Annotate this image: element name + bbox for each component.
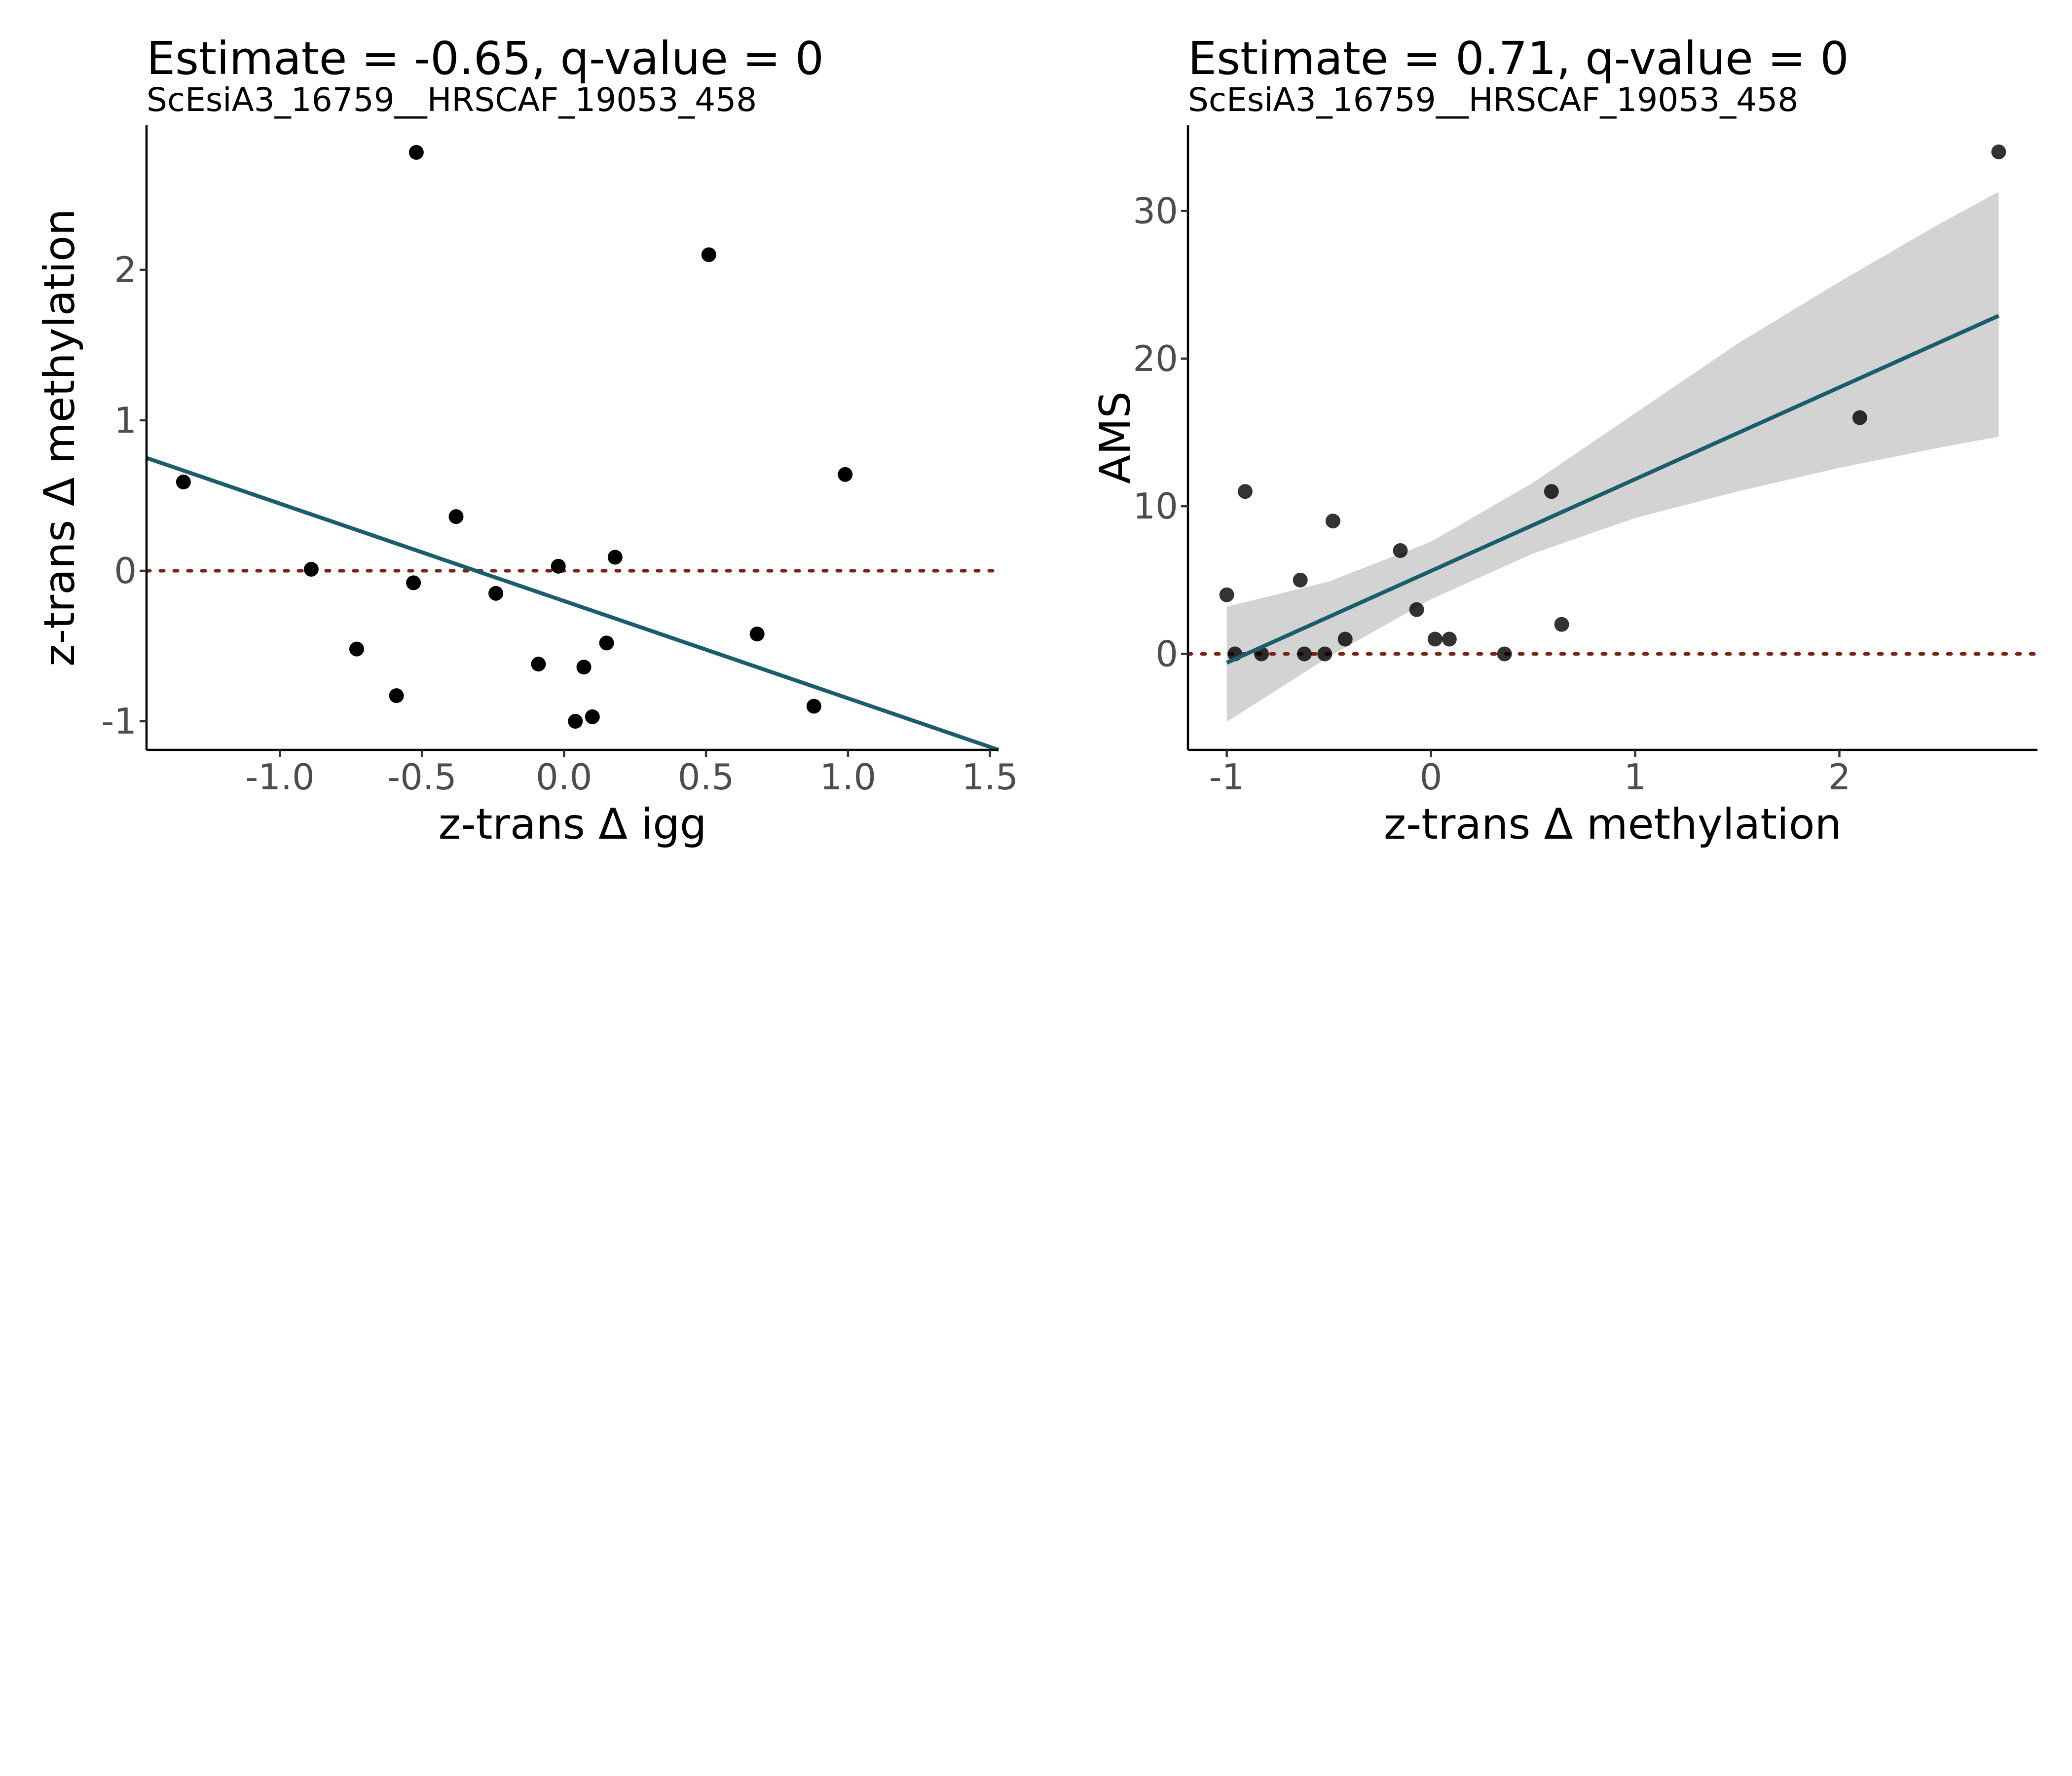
x-tick-label: -1.0 <box>245 756 314 798</box>
data-point <box>1544 484 1559 499</box>
fit-line <box>1226 314 1999 665</box>
data-point <box>531 657 546 672</box>
x-axis-title: z-trans Δ igg <box>439 800 707 849</box>
data-point <box>1237 484 1253 499</box>
data-point <box>406 575 421 591</box>
chart-subtitle: ScEsiA3_16759__HRSCAF_19053_458 <box>147 81 757 119</box>
data-point <box>1991 144 2006 159</box>
data-point <box>1393 543 1408 558</box>
x-tick-label: -1 <box>1209 756 1245 798</box>
x-tick-label: 2 <box>1828 756 1851 798</box>
confidence-band <box>1226 191 1999 722</box>
x-axis-title: z-trans Δ methylation <box>1384 800 1842 849</box>
y-tick-label: 1 <box>114 400 137 441</box>
data-point <box>568 714 583 729</box>
data-point <box>176 474 191 489</box>
data-point <box>607 550 623 565</box>
chart-title: Estimate = 0.71, q-value = 0 <box>1188 32 1849 85</box>
data-point <box>1337 631 1353 647</box>
y-tick-label: 0 <box>114 550 137 592</box>
chart-title: Estimate = -0.65, q-value = 0 <box>147 32 824 85</box>
y-tick-label: 0 <box>1155 633 1178 674</box>
data-point <box>576 660 592 675</box>
data-point <box>1409 602 1424 617</box>
x-tick-label: 1.0 <box>820 756 877 798</box>
data-point <box>1325 514 1340 529</box>
data-point <box>749 627 765 642</box>
data-point <box>303 561 319 577</box>
data-point <box>551 558 566 574</box>
data-point <box>585 709 600 724</box>
y-tick-label: 10 <box>1133 485 1178 527</box>
data-point <box>599 635 614 651</box>
panel-right: Estimate = 0.71, q-value = 0ScEsiA3_1675… <box>1091 32 2039 849</box>
data-point <box>349 641 364 657</box>
x-tick-label: -0.5 <box>387 756 456 798</box>
data-point <box>1442 631 1457 647</box>
data-point <box>448 509 464 524</box>
data-point <box>1219 587 1234 602</box>
data-point <box>701 247 716 262</box>
x-tick-label: 0.0 <box>536 756 592 798</box>
data-point <box>1852 410 1867 425</box>
data-point <box>1497 646 1512 662</box>
chart-subtitle: ScEsiA3_16759__HRSCAF_19053_458 <box>1188 81 1798 119</box>
x-tick-label: 0 <box>1420 756 1443 798</box>
panel-left: Estimate = -0.65, q-value = 0ScEsiA3_167… <box>35 32 1018 849</box>
x-tick-label: 1 <box>1624 756 1647 798</box>
data-point <box>1554 617 1569 632</box>
data-point <box>1293 572 1308 588</box>
data-point <box>1427 631 1443 647</box>
y-tick-label: 20 <box>1133 338 1178 379</box>
fit-line <box>146 456 999 752</box>
y-tick-label: 30 <box>1133 190 1178 232</box>
y-tick-label: 2 <box>114 249 137 291</box>
x-tick-label: 0.5 <box>678 756 735 798</box>
data-point <box>389 688 404 703</box>
data-point <box>838 467 853 482</box>
data-point <box>806 699 821 714</box>
y-axis-title: AMS <box>1091 391 1140 484</box>
y-tick-label: -1 <box>101 701 137 742</box>
data-point <box>488 586 504 601</box>
data-point <box>1317 646 1332 662</box>
x-tick-label: 1.5 <box>962 756 1018 798</box>
y-axis-title: z-trans Δ methylation <box>35 209 84 666</box>
data-point <box>1296 646 1312 662</box>
data-point <box>408 145 424 160</box>
